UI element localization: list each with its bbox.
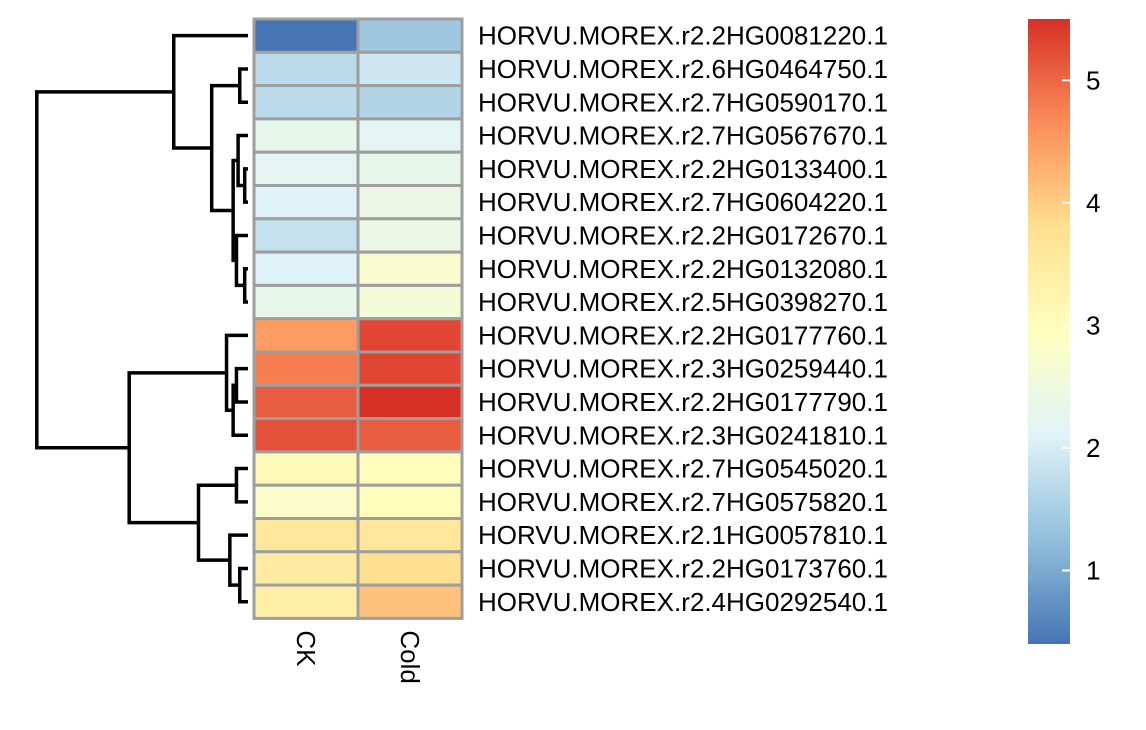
- heatmap-cell: [252, 417, 360, 454]
- heatmap-cell: [356, 350, 464, 387]
- heatmap-cell: [356, 450, 464, 487]
- heatmap-cell: [252, 117, 360, 154]
- dendrogram-branch: [238, 566, 248, 604]
- heatmap-cell: [252, 450, 360, 487]
- heatmap-cell: [356, 550, 464, 587]
- heatmap-cell: [252, 383, 360, 421]
- heatmap-cell: [356, 50, 464, 88]
- row-label: HORVU.MOREX.r2.2HG0172670.1: [478, 220, 888, 250]
- heatmap-cell: [356, 417, 464, 454]
- heatmap-cell: [252, 483, 360, 521]
- heatmap-cell: [356, 217, 464, 254]
- row-label: HORVU.MOREX.r2.3HG0259440.1: [478, 354, 888, 384]
- heatmap-cells: [252, 17, 464, 620]
- heatmap-cell: [356, 383, 464, 421]
- column-label: CK: [291, 630, 321, 667]
- row-label: HORVU.MOREX.r2.7HG0604220.1: [478, 187, 888, 217]
- dendrogram-branch: [127, 371, 227, 525]
- row-label: HORVU.MOREX.r2.5HG0398270.1: [478, 287, 888, 317]
- heatmap-cell: [252, 317, 360, 354]
- row-label: HORVU.MOREX.r2.7HG0590170.1: [478, 87, 888, 117]
- legend-color-bar: [1028, 19, 1070, 644]
- legend-tick-label: 5: [1086, 65, 1100, 95]
- legend-tick-label: 2: [1086, 433, 1100, 463]
- heatmap-cell: [356, 283, 464, 321]
- dendrogram-branch: [242, 267, 248, 304]
- heatmap-cell: [356, 150, 464, 187]
- heatmap-cell: [252, 17, 360, 54]
- legend-tick-label: 3: [1086, 310, 1100, 340]
- column-label: Cold: [395, 630, 425, 683]
- dendrogram-branch: [209, 83, 240, 213]
- heatmap-cell: [252, 283, 360, 321]
- heatmap-cell: [356, 250, 464, 287]
- heatmap-cell: [252, 150, 360, 187]
- heatmap-cell: [356, 517, 464, 554]
- heatmap-cell: [252, 250, 360, 287]
- row-label: HORVU.MOREX.r2.6HG0464750.1: [478, 54, 888, 84]
- row-label: HORVU.MOREX.r2.2HG0132080.1: [478, 254, 888, 284]
- heatmap-cell: [356, 483, 464, 521]
- row-label: HORVU.MOREX.r2.2HG0177760.1: [478, 320, 888, 350]
- row-label: HORVU.MOREX.r2.1HG0057810.1: [478, 520, 888, 550]
- heatmap-cell: [252, 350, 360, 387]
- dendrogram-branch: [242, 167, 248, 204]
- heatmap-cell: [356, 17, 464, 54]
- row-label: HORVU.MOREX.r2.7HG0567670.1: [478, 121, 888, 151]
- heatmap-cell: [356, 184, 464, 221]
- row-label: HORVU.MOREX.r2.4HG0292540.1: [478, 587, 888, 617]
- dendrogram-branch: [234, 366, 248, 404]
- dendrogram-branch: [234, 466, 248, 504]
- heatmap-cell: [252, 50, 360, 88]
- row-dendrogram: [35, 33, 248, 604]
- row-label: HORVU.MOREX.r2.7HG0575820.1: [478, 487, 888, 517]
- heatmap-cell: [356, 117, 464, 154]
- row-label: HORVU.MOREX.r2.7HG0545020.1: [478, 454, 888, 484]
- row-labels: HORVU.MOREX.r2.2HG0081220.1HORVU.MOREX.r…: [478, 21, 888, 617]
- heatmap-cell: [252, 184, 360, 221]
- legend-tick-label: 4: [1086, 188, 1100, 218]
- color-legend: 1 2 3 4 5: [1028, 19, 1100, 644]
- legend-tick-label: 1: [1086, 555, 1100, 585]
- heatmap-cell: [252, 583, 360, 620]
- row-label: HORVU.MOREX.r2.2HG0081220.1: [478, 21, 888, 51]
- heatmap-cell: [252, 84, 360, 121]
- heatmap-cell: [252, 517, 360, 554]
- row-label: HORVU.MOREX.r2.2HG0133400.1: [478, 154, 888, 184]
- heatmap-cell: [252, 550, 360, 587]
- dendrogram-branch: [238, 67, 248, 104]
- row-label: HORVU.MOREX.r2.2HG0177790.1: [478, 387, 888, 417]
- column-labels: CK Cold: [291, 630, 425, 683]
- row-label: HORVU.MOREX.r2.2HG0173760.1: [478, 553, 888, 583]
- heatmap-cell: [356, 84, 464, 121]
- dendrogram-branch: [35, 90, 174, 450]
- heatmap-cell: [356, 317, 464, 354]
- heatmap-cell: [252, 217, 360, 254]
- row-label: HORVU.MOREX.r2.3HG0241810.1: [478, 420, 888, 450]
- heatmap-cell: [356, 583, 464, 620]
